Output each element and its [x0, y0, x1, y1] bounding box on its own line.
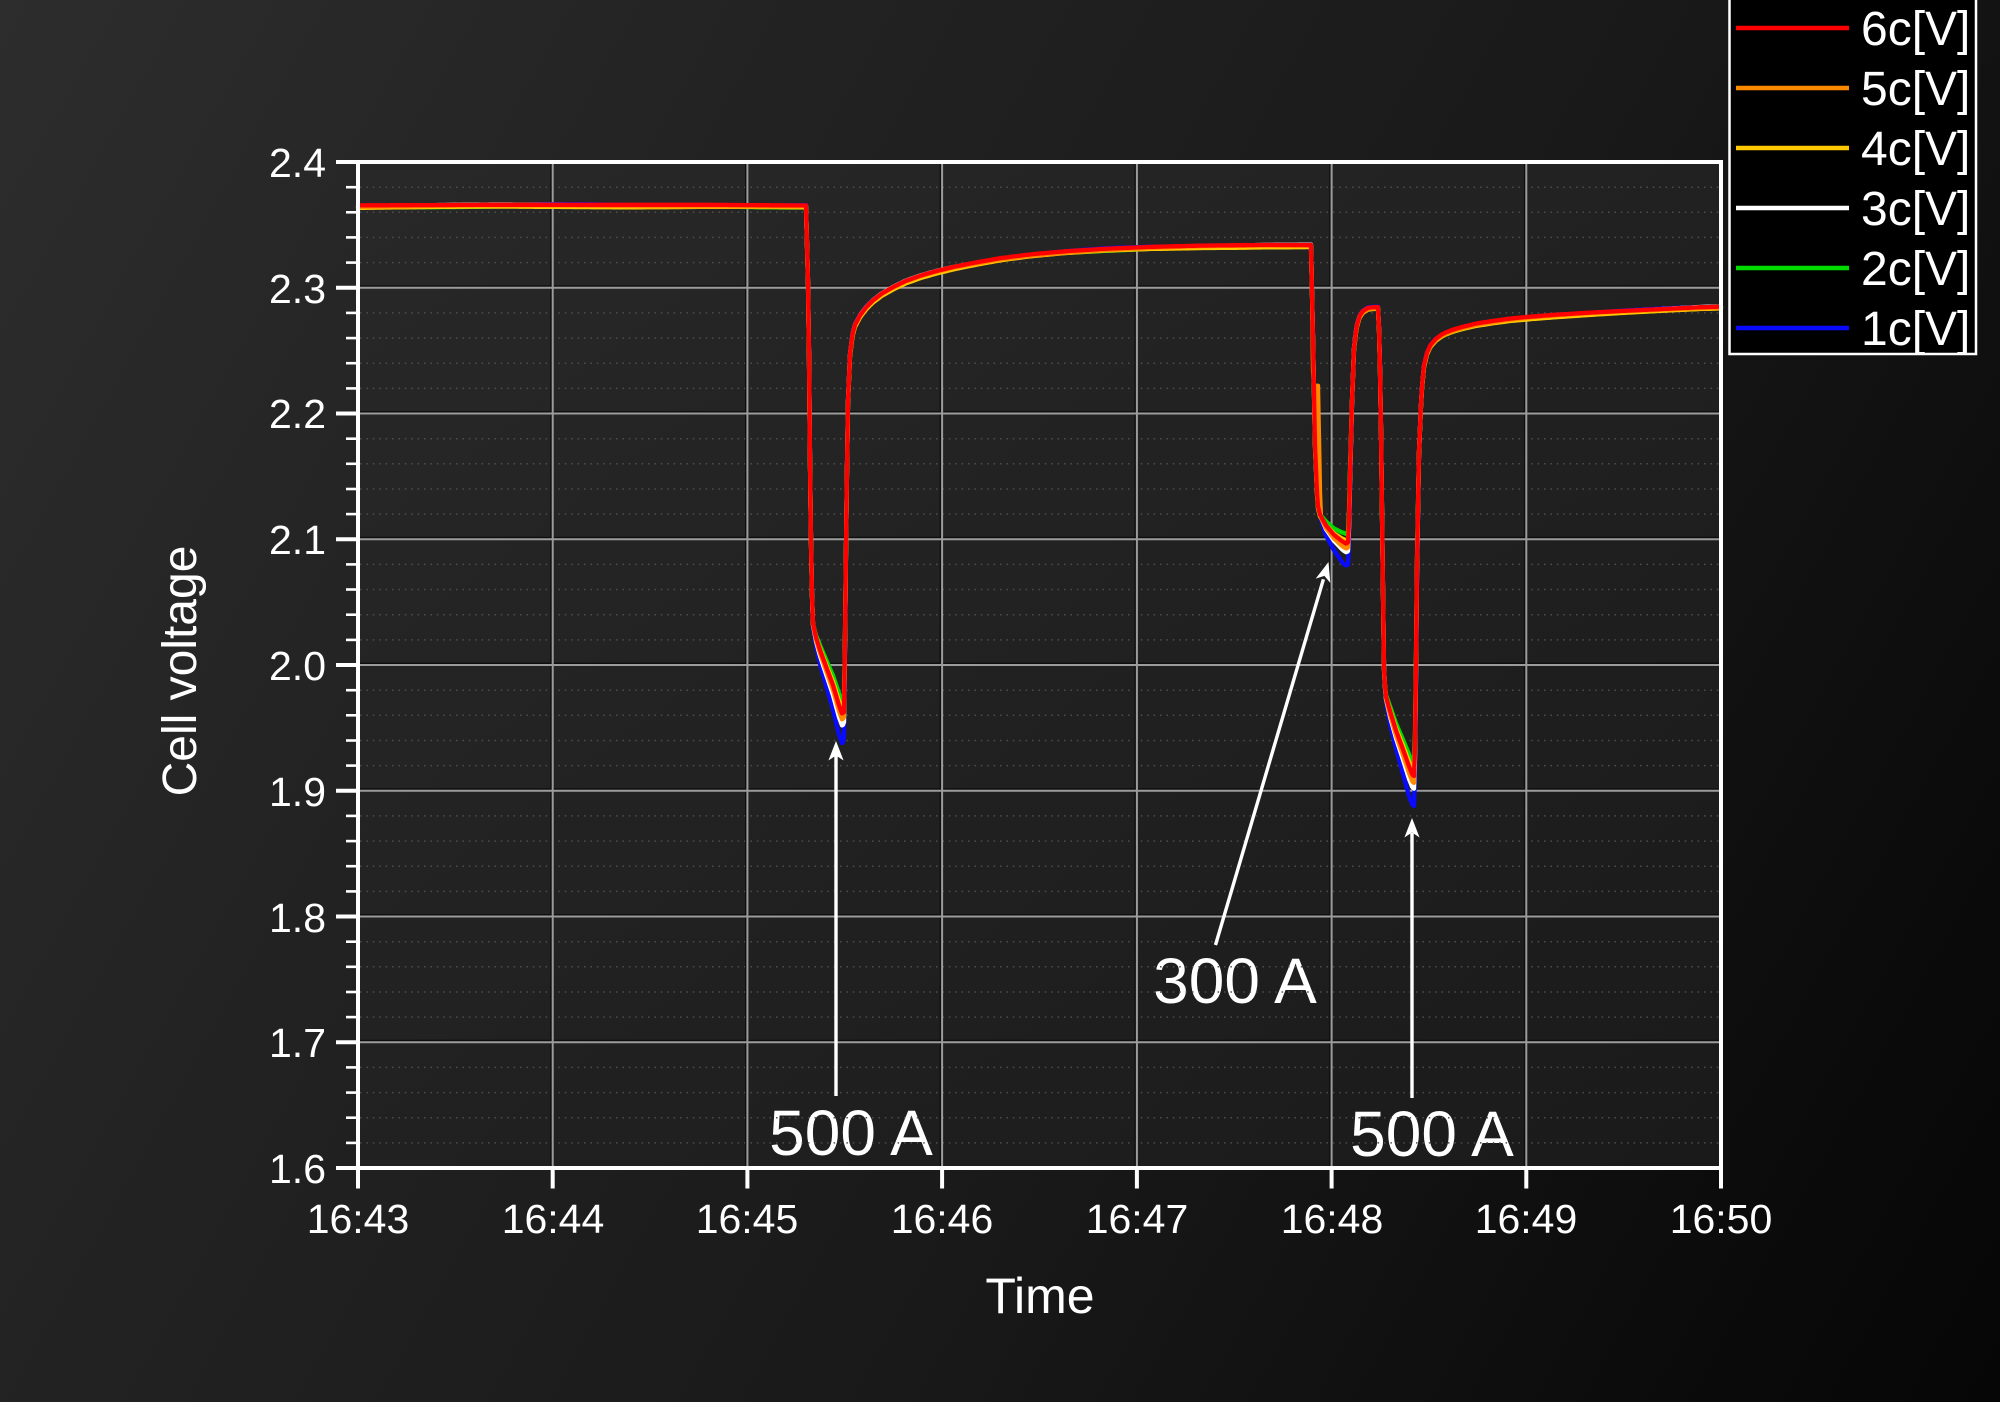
svg-text:Time: Time	[985, 1268, 1094, 1324]
svg-text:2c[V]: 2c[V]	[1861, 243, 1970, 296]
svg-text:6c[V]: 6c[V]	[1861, 3, 1970, 56]
svg-text:16:50: 16:50	[1670, 1196, 1773, 1242]
svg-text:16:47: 16:47	[1086, 1196, 1189, 1242]
svg-text:16:48: 16:48	[1281, 1196, 1384, 1242]
svg-text:2.4: 2.4	[269, 140, 326, 186]
svg-text:2.2: 2.2	[269, 391, 326, 437]
svg-text:1.7: 1.7	[269, 1020, 326, 1066]
svg-text:4c[V]: 4c[V]	[1861, 123, 1970, 176]
svg-text:1.6: 1.6	[269, 1146, 326, 1192]
svg-text:1c[V]: 1c[V]	[1861, 303, 1970, 356]
svg-text:1.9: 1.9	[269, 769, 326, 815]
svg-text:16:45: 16:45	[696, 1196, 799, 1242]
svg-text:300 A: 300 A	[1153, 945, 1317, 1017]
svg-text:3c[V]: 3c[V]	[1861, 183, 1970, 236]
svg-text:2.3: 2.3	[269, 266, 326, 312]
svg-text:Cell voltage: Cell voltage	[154, 546, 207, 797]
svg-text:16:43: 16:43	[307, 1196, 410, 1242]
svg-text:2.1: 2.1	[269, 517, 326, 563]
svg-text:16:46: 16:46	[891, 1196, 994, 1242]
svg-text:16:49: 16:49	[1475, 1196, 1578, 1242]
svg-text:500 A: 500 A	[769, 1097, 933, 1169]
svg-text:16:44: 16:44	[502, 1196, 605, 1242]
svg-text:500 A: 500 A	[1350, 1098, 1514, 1170]
svg-text:1.8: 1.8	[269, 895, 326, 941]
svg-text:5c[V]: 5c[V]	[1861, 63, 1970, 116]
svg-text:2.0: 2.0	[269, 643, 326, 689]
